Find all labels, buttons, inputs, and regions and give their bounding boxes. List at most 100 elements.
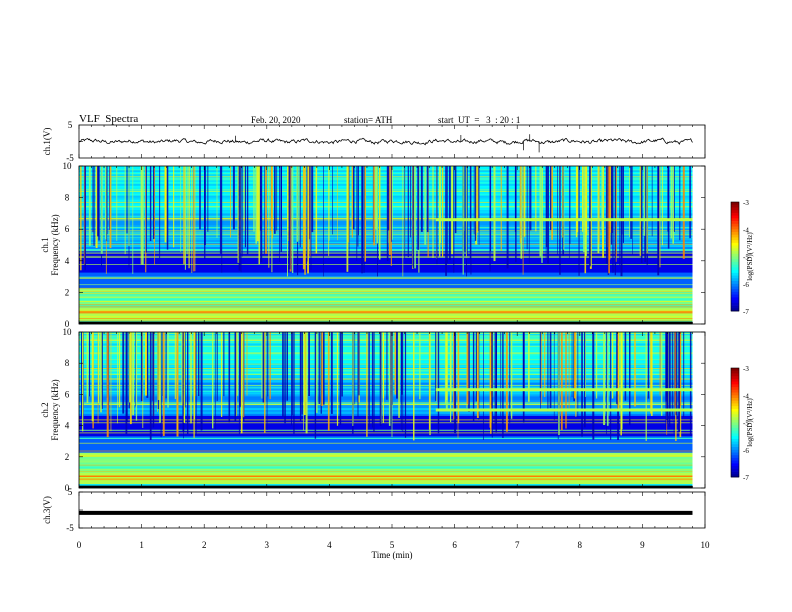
sferic (446, 332, 448, 401)
colorbar-segment (731, 376, 739, 380)
sferic (672, 166, 674, 244)
sferic (132, 332, 134, 416)
colorbar-segment (731, 275, 739, 279)
colorbar-tick-label: -6 (743, 281, 749, 289)
ch2-ytick-label: 0 (65, 483, 70, 493)
spectrogram-band (79, 270, 693, 274)
sferic (84, 166, 86, 271)
colorbar-segment (731, 221, 739, 225)
ch1-ytick-label: 5 (68, 120, 73, 130)
spectrogram-line (79, 464, 693, 466)
spectrogram-band (79, 211, 693, 214)
sferic (436, 332, 438, 402)
sferic (124, 166, 126, 255)
sferic (584, 332, 586, 428)
sferic (347, 166, 350, 243)
sferic (615, 166, 617, 256)
sferic (632, 166, 633, 255)
spectrogram-band (79, 209, 693, 212)
colorbar-segment (731, 267, 739, 271)
sferic (298, 166, 300, 241)
sferic (603, 332, 606, 425)
sferic (260, 166, 263, 263)
sferic (212, 332, 214, 429)
sferic (467, 166, 468, 256)
sferic (305, 332, 308, 434)
sferic (315, 166, 318, 254)
sferic (571, 332, 573, 397)
spectrogram-band (79, 252, 693, 256)
sferic (679, 332, 682, 406)
spectrogram-band (79, 408, 693, 411)
sferic (670, 166, 672, 239)
spectrogram-line (79, 342, 693, 344)
sferic (122, 332, 125, 414)
sferic (243, 332, 245, 418)
colorbar-segment (731, 240, 739, 244)
sferic (620, 332, 622, 436)
spectrogram-line (79, 173, 693, 175)
sferic (379, 332, 382, 426)
spectrogram-band (79, 262, 693, 266)
spectrogram-band (79, 169, 693, 173)
sferic (553, 332, 555, 421)
sferic (314, 332, 317, 439)
sferic (221, 166, 223, 273)
spectrogram-line (79, 339, 693, 341)
sferic (135, 332, 138, 421)
spectrogram-band (79, 316, 693, 319)
sferic (223, 332, 225, 397)
sferic (262, 332, 265, 403)
sferic (106, 332, 109, 438)
colorbar-segment (731, 256, 739, 260)
colorbar-segment (731, 468, 739, 472)
spectrogram-line (79, 257, 693, 258)
spectrogram-band (79, 462, 693, 465)
sferic (598, 166, 600, 244)
spectrogram-line (79, 306, 693, 308)
sferic (270, 166, 273, 232)
sferic (500, 166, 502, 251)
colorbar-segment (731, 283, 739, 287)
sferic (145, 166, 147, 253)
spectrogram-line (79, 289, 693, 291)
spectrogram-band (79, 429, 693, 432)
spectrogram-band (79, 460, 693, 464)
colorbar-segment (731, 433, 739, 437)
spectrogram-band (79, 260, 693, 264)
spectrogram-line (79, 276, 693, 278)
sferic (306, 166, 308, 262)
spectrogram-band (79, 304, 693, 307)
sferic (158, 332, 160, 400)
colorbar-segment (731, 251, 739, 255)
sferic (611, 332, 614, 399)
sferic (153, 166, 155, 240)
sferic (659, 332, 661, 396)
sferic (296, 166, 299, 242)
sferic (575, 332, 577, 417)
sferic (261, 332, 263, 399)
sferic (351, 166, 353, 238)
ch2-ylabel: Frequency (kHz) (50, 379, 60, 440)
sferic (558, 332, 560, 436)
sferic (668, 332, 671, 427)
date-label: Feb. 20, 2020 (251, 115, 301, 125)
spectrogram-line (79, 284, 693, 286)
sferic (341, 332, 343, 397)
spectrogram-line (79, 255, 693, 257)
sferic (475, 332, 478, 402)
spectrogram-line (79, 313, 693, 314)
spectrogram-line (79, 209, 693, 210)
ch3-ytick-label: -5 (66, 523, 74, 533)
sferic (577, 332, 579, 418)
spectrogram-band (79, 388, 693, 391)
sferic (255, 166, 257, 244)
colorbar-segment (731, 226, 739, 230)
x-tick-label: 1 (139, 540, 144, 550)
sferic (519, 166, 522, 244)
spectrogram-band (79, 411, 693, 415)
spectrogram-band (79, 406, 693, 409)
ch1-waveform-line (78, 137, 693, 146)
sferic (562, 166, 563, 238)
sferic (258, 166, 260, 265)
